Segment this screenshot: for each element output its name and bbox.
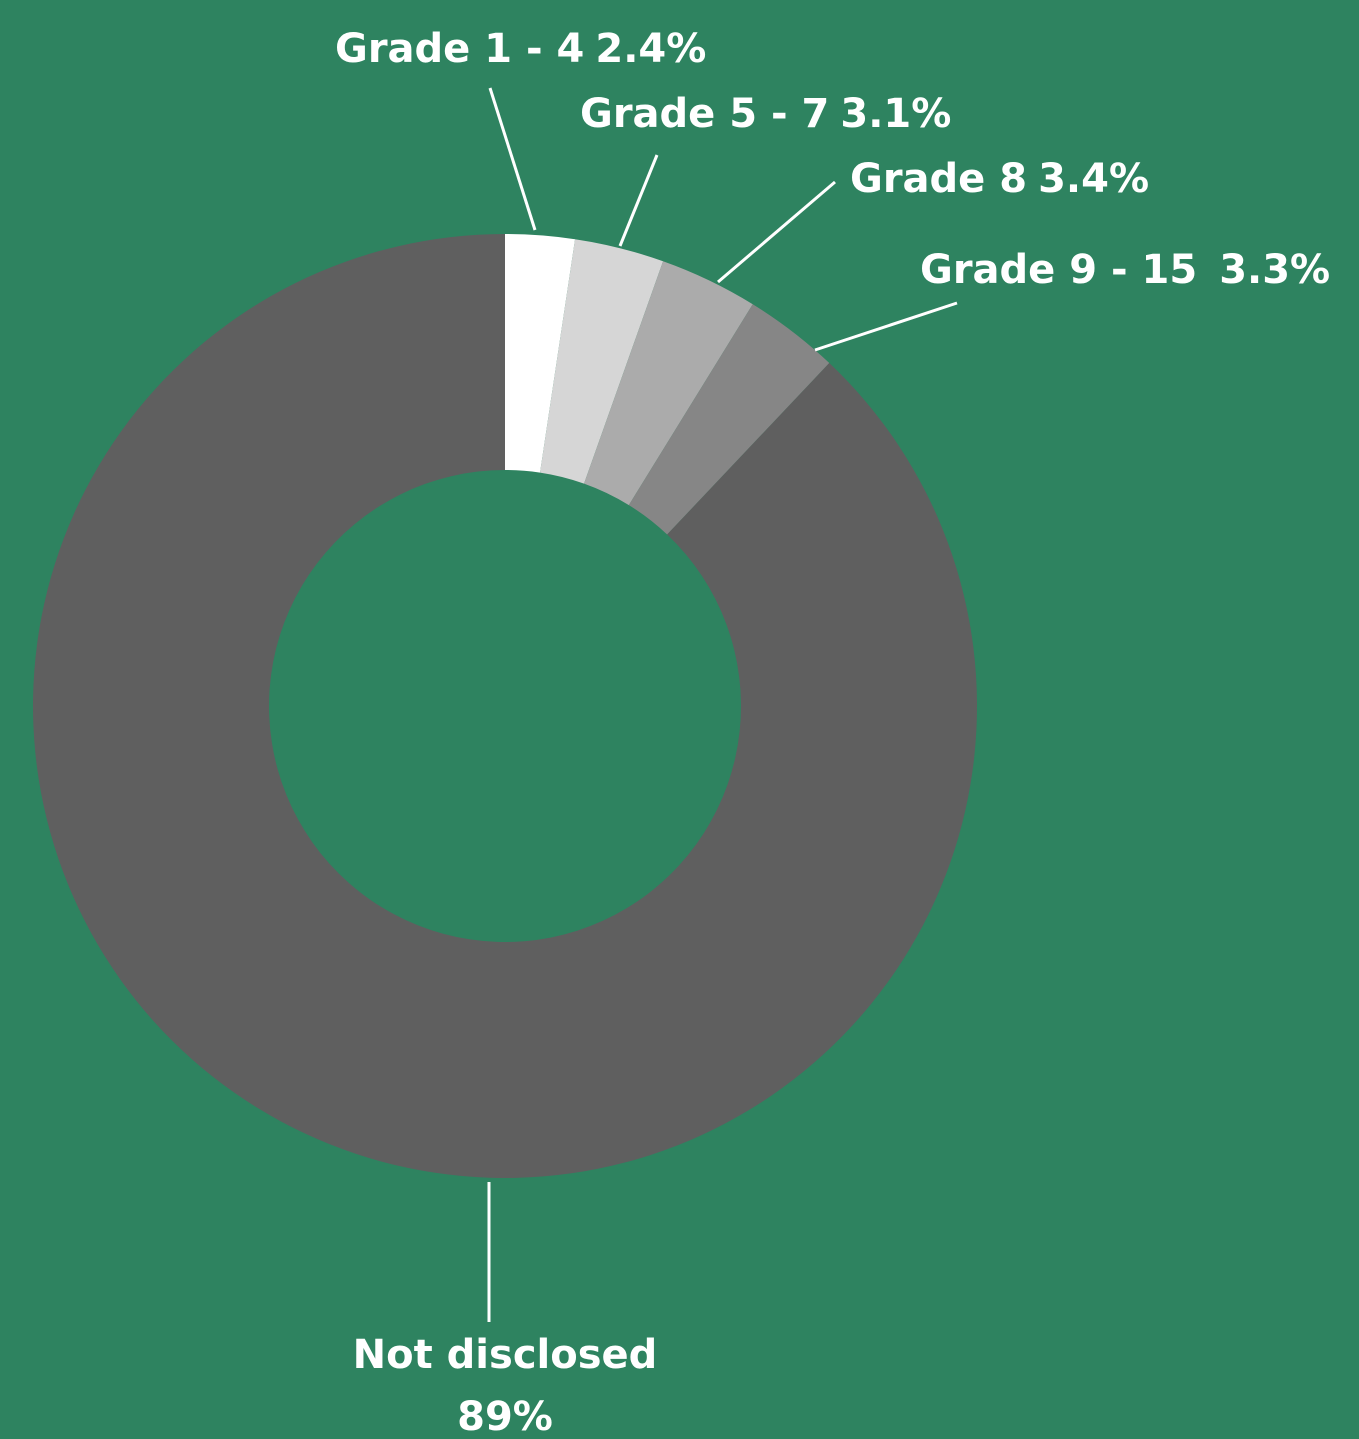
leader-line <box>618 154 659 247</box>
leader-line <box>488 87 537 231</box>
value-label: 3.3% <box>1219 247 1330 293</box>
category-label: Grade 9 - 15 <box>920 247 1197 293</box>
donut-slice <box>540 239 664 484</box>
value-label: 2.4% <box>595 26 706 72</box>
slice-label: Grade 5 - 7 3.1% <box>580 91 951 137</box>
category-label: Grade 5 - 7 <box>580 91 829 137</box>
value-label: 89% <box>457 1394 553 1439</box>
leader-line <box>814 301 958 352</box>
donut-slice <box>32 234 978 1178</box>
category-label: Not disclosed <box>353 1332 658 1378</box>
donut-slice <box>584 261 753 506</box>
category-label: Grade 8 <box>850 156 1027 202</box>
category-label: Grade 1 - 4 <box>335 26 584 72</box>
leader-line <box>717 180 836 284</box>
slice-label: Grade 1 - 4 2.4% <box>335 26 706 72</box>
donut-slice <box>505 234 576 473</box>
value-label: 3.4% <box>1038 156 1149 202</box>
slice-label: Grade 9 - 15 3.3% <box>920 247 1330 293</box>
slice-label: Grade 8 3.4% <box>850 156 1149 202</box>
donut-slice <box>628 304 830 535</box>
value-label: 3.1% <box>840 91 951 137</box>
